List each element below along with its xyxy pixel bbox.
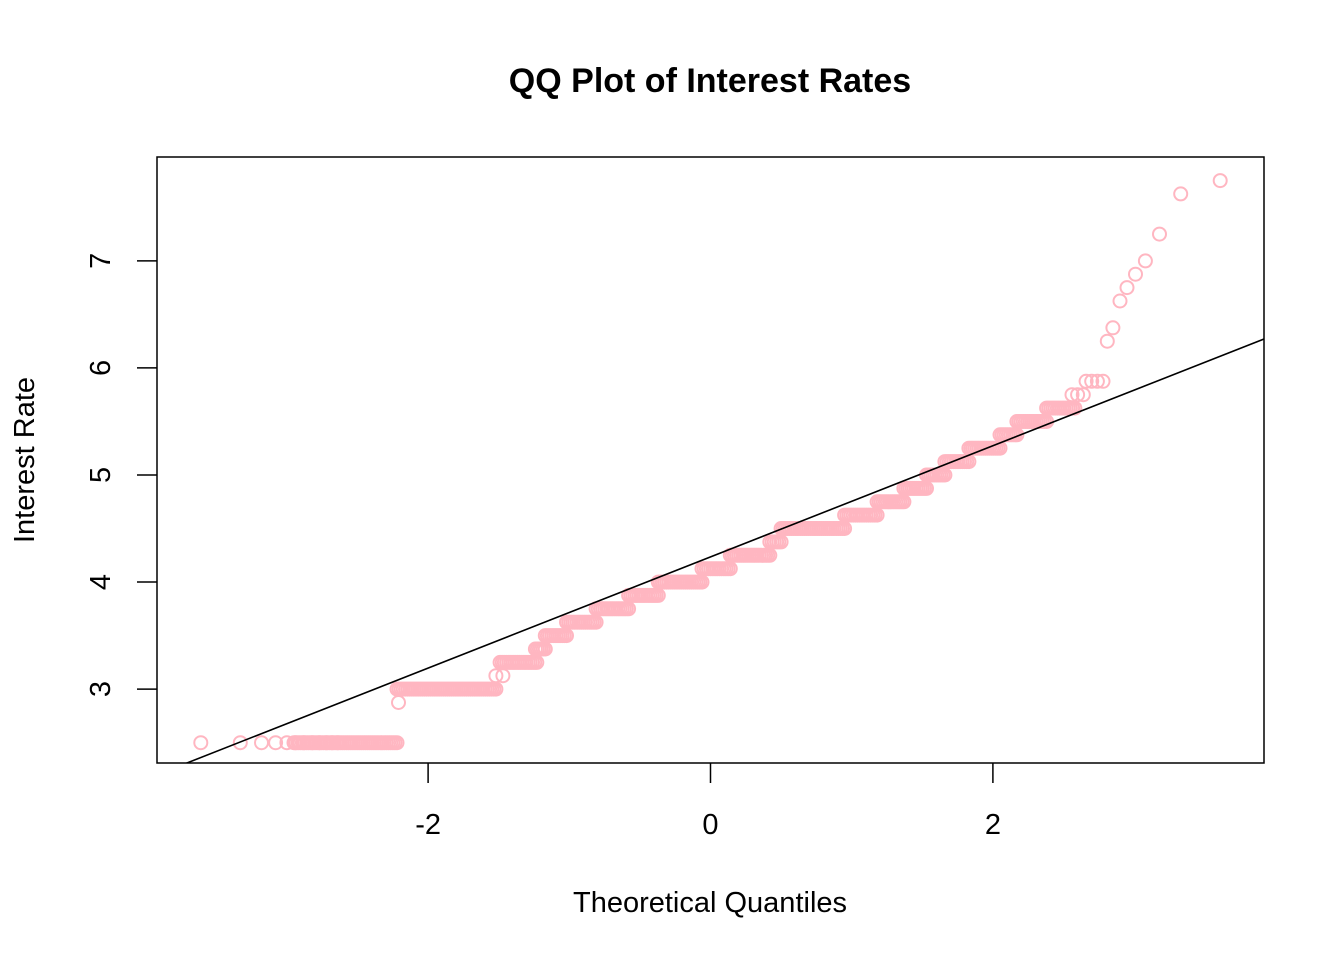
data-point	[254, 735, 269, 751]
data-point	[232, 735, 248, 751]
data-point	[1089, 373, 1105, 389]
data-point	[1099, 333, 1115, 349]
data-point	[1119, 280, 1135, 296]
data-point	[304, 735, 320, 751]
data-point	[1112, 293, 1128, 309]
data-point	[193, 735, 209, 751]
data-point	[488, 668, 504, 684]
data-point	[330, 735, 346, 751]
data-point	[279, 735, 295, 751]
data-point	[1128, 266, 1143, 282]
data-point	[1152, 226, 1167, 242]
y-tick-label: 5	[85, 467, 117, 483]
plot-frame	[156, 156, 1265, 764]
x-axis-label: Theoretical Quantiles	[573, 887, 847, 919]
x-tick-label: 2	[985, 809, 1001, 841]
data-point	[324, 735, 340, 751]
y-axis-label: Interest Rate	[9, 377, 41, 543]
data-point	[287, 735, 303, 751]
data-point	[1173, 186, 1189, 202]
reference-line	[184, 338, 1264, 763]
x-axis: -2 0 2	[415, 763, 1001, 841]
data-point	[1078, 373, 1094, 389]
x-tick-label: 0	[702, 809, 718, 841]
data-point	[495, 668, 511, 684]
data-point	[391, 695, 406, 710]
data-point	[268, 735, 284, 751]
chart-title: QQ Plot of Interest Rates	[509, 62, 911, 100]
y-tick-label: 6	[85, 360, 117, 376]
data-point	[1095, 373, 1111, 389]
data-point	[1064, 387, 1080, 403]
data-point	[1084, 373, 1100, 389]
data-point	[1212, 173, 1228, 189]
data-point	[1105, 320, 1121, 336]
data-point	[389, 735, 405, 751]
data-point	[1070, 387, 1086, 403]
y-tick-label: 4	[85, 574, 117, 590]
y-axis: 3 4 5 6 7	[85, 253, 157, 697]
points-layer	[193, 173, 1228, 751]
y-tick-label: 3	[85, 681, 117, 697]
data-point	[296, 735, 312, 751]
data-point	[1137, 253, 1153, 269]
y-tick-label: 7	[85, 253, 117, 269]
data-point	[318, 735, 334, 751]
x-tick-label: -2	[415, 809, 441, 841]
